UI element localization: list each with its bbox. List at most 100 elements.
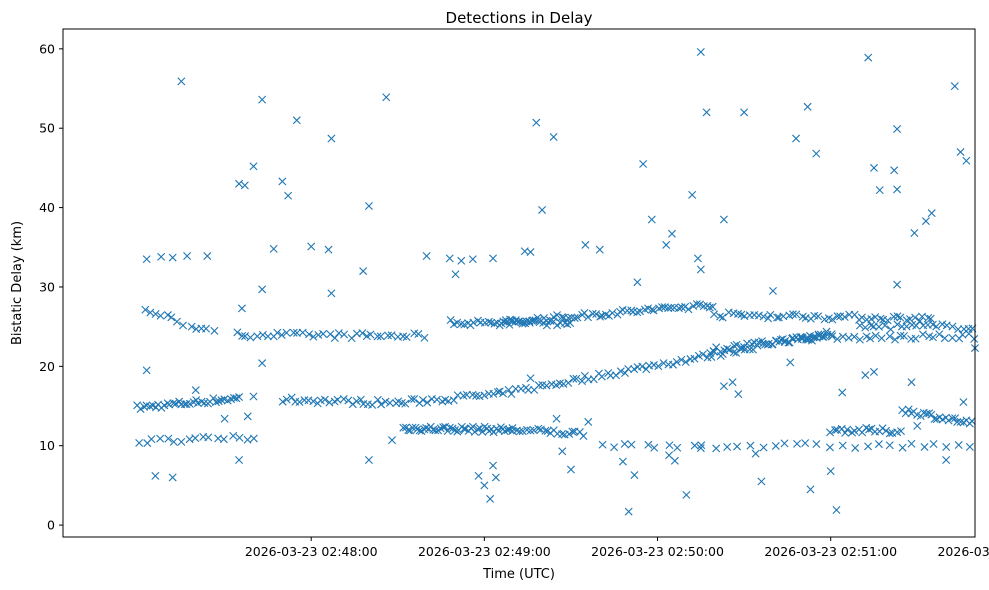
point-528 <box>881 321 890 330</box>
point-12 <box>169 399 178 408</box>
point-649 <box>864 53 873 62</box>
x-tick-label-3: 2026-03-23 02:51:00 <box>764 544 897 559</box>
point-334 <box>878 424 887 433</box>
point-623 <box>812 440 821 449</box>
point-73 <box>358 329 367 338</box>
point-619 <box>771 441 780 450</box>
point-502 <box>866 334 875 343</box>
point-664 <box>803 102 812 111</box>
point-703 <box>910 229 919 237</box>
point-728 <box>584 417 593 426</box>
point-735 <box>696 444 705 453</box>
point-44 <box>187 322 196 331</box>
point-506 <box>891 335 900 344</box>
point-529 <box>886 325 895 334</box>
point-320 <box>831 426 840 435</box>
point-264 <box>431 426 440 435</box>
point-504 <box>877 334 886 343</box>
point-84 <box>414 330 423 339</box>
point-195 <box>745 345 754 354</box>
point-336 <box>885 429 894 438</box>
point-514 <box>935 330 944 339</box>
point-437 <box>705 303 714 312</box>
point-611 <box>673 443 682 452</box>
point-129 <box>462 390 471 399</box>
chart-title: Detections in Delay <box>446 9 593 27</box>
point-662 <box>792 134 801 143</box>
point-174 <box>654 362 663 371</box>
point-613 <box>697 441 706 450</box>
point-692 <box>595 245 604 254</box>
point-47 <box>202 324 211 333</box>
point-92 <box>304 396 313 405</box>
point-621 <box>793 439 802 448</box>
point-297 <box>508 423 517 432</box>
point-599 <box>219 435 228 444</box>
point-484 <box>905 315 914 324</box>
point-416 <box>633 308 642 317</box>
point-629 <box>885 441 894 450</box>
point-179 <box>677 355 686 364</box>
point-339 <box>897 427 905 436</box>
point-135 <box>489 389 498 398</box>
point-721 <box>486 494 495 503</box>
point-740 <box>757 477 766 486</box>
point-730 <box>624 507 633 516</box>
point-573 <box>521 319 530 328</box>
point-516 <box>948 333 957 342</box>
point-590 <box>156 434 165 443</box>
point-223 <box>737 343 746 352</box>
point-636 <box>965 442 974 451</box>
point-609 <box>650 443 659 452</box>
point-180 <box>681 358 690 367</box>
point-663 <box>812 149 821 158</box>
point-632 <box>920 442 929 451</box>
point-136 <box>493 388 502 397</box>
point-266 <box>436 424 445 433</box>
point-441 <box>718 313 727 322</box>
point-633 <box>929 440 938 448</box>
point-435 <box>699 302 708 311</box>
point-746 <box>861 371 870 380</box>
point-429 <box>677 303 686 312</box>
point-487 <box>918 312 927 321</box>
point-28 <box>214 397 223 406</box>
point-724 <box>526 374 535 383</box>
point-48 <box>210 326 219 335</box>
point-571 <box>514 317 523 326</box>
point-684 <box>445 254 454 263</box>
point-68 <box>330 334 339 343</box>
point-505 <box>885 332 894 341</box>
point-165 <box>616 367 625 376</box>
point-745 <box>838 388 847 397</box>
point-685 <box>451 270 460 279</box>
point-551 <box>446 316 455 325</box>
point-52 <box>246 333 255 342</box>
point-659 <box>538 205 547 214</box>
point-221 <box>730 341 739 350</box>
point-303 <box>526 426 535 435</box>
point-717 <box>364 456 373 464</box>
point-77 <box>376 332 385 341</box>
point-672 <box>142 255 151 264</box>
point-364 <box>967 416 976 425</box>
point-17 <box>182 400 191 409</box>
point-348 <box>922 409 931 418</box>
point-357 <box>948 414 957 423</box>
point-454 <box>774 313 783 322</box>
point-318 <box>579 432 588 441</box>
point-530 <box>893 320 902 329</box>
point-698 <box>693 254 702 263</box>
point-675 <box>183 252 192 261</box>
point-646 <box>549 132 558 141</box>
y-tick-label-3: 30 <box>39 279 55 294</box>
point-177 <box>669 360 678 369</box>
point-335 <box>882 426 890 435</box>
point-697 <box>688 190 697 199</box>
point-734 <box>682 490 691 499</box>
point-342 <box>904 405 913 414</box>
point-50 <box>238 331 247 340</box>
point-513 <box>928 333 937 342</box>
point-605 <box>610 443 619 452</box>
point-503 <box>871 331 880 340</box>
